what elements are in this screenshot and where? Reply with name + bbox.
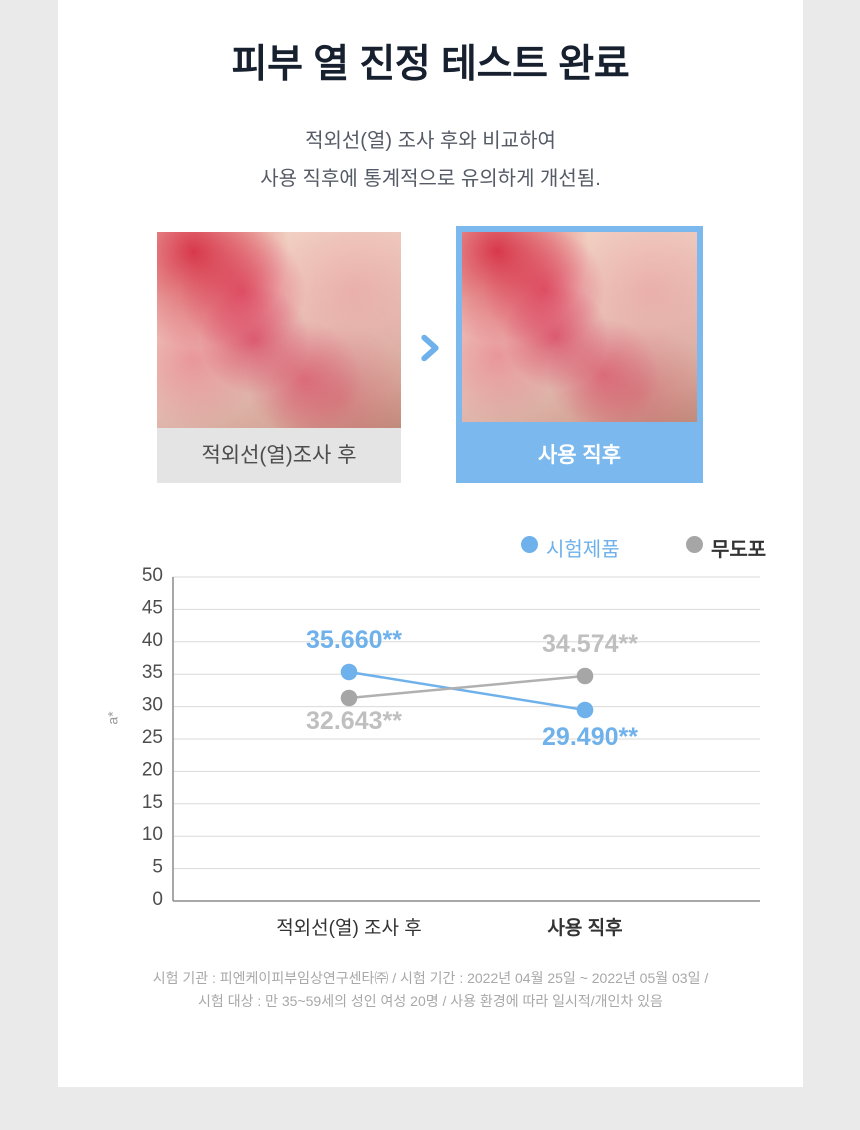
svg-text:15: 15 (142, 792, 163, 813)
svg-text:0: 0 (152, 889, 163, 910)
svg-text:적외선(열) 조사 후: 적외선(열) 조사 후 (276, 917, 422, 939)
svg-text:50: 50 (142, 565, 163, 586)
svg-text:29.490**: 29.490** (542, 723, 638, 751)
svg-text:35.660**: 35.660** (306, 626, 402, 654)
svg-text:20: 20 (142, 759, 163, 780)
svg-text:10: 10 (142, 824, 163, 845)
svg-text:35: 35 (142, 662, 163, 683)
svg-text:사용 직후: 사용 직후 (547, 917, 622, 939)
svg-text:25: 25 (142, 727, 163, 748)
svg-text:34.574**: 34.574** (542, 630, 638, 658)
svg-text:32.643**: 32.643** (306, 707, 402, 735)
svg-text:45: 45 (142, 597, 163, 618)
svg-text:5: 5 (152, 857, 163, 878)
svg-text:40: 40 (142, 630, 163, 651)
svg-text:30: 30 (142, 695, 163, 716)
